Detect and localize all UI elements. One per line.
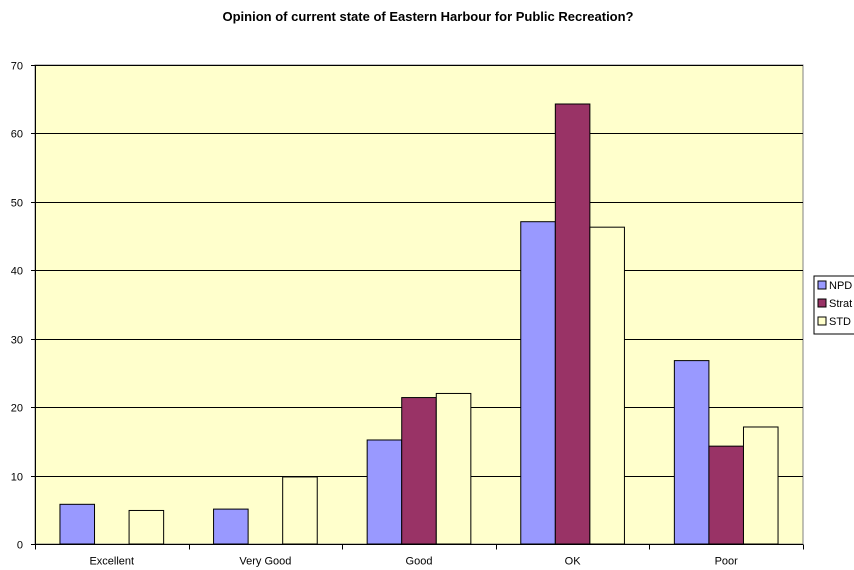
y-tick-label: 20 — [11, 403, 23, 415]
bars — [59, 103, 779, 545]
bar-std-good — [435, 392, 472, 545]
bar-std-excellent — [128, 509, 165, 545]
legend-swatch-npd — [817, 280, 827, 290]
bar-strat-poor — [708, 445, 744, 545]
legend-label-std: STD — [829, 316, 851, 328]
x-tick-label: Good — [406, 556, 433, 568]
y-tick-label: 10 — [11, 472, 23, 484]
x-tick-label: OK — [565, 556, 582, 568]
y-tick-label: 60 — [11, 129, 23, 141]
x-axis: Excellent Very Good Good OK Poor — [35, 544, 804, 568]
chart-title: Opinion of current state of Eastern Harb… — [223, 9, 634, 24]
bar-std-ok — [589, 226, 625, 545]
y-axis: 0 10 20 30 40 50 60 70 — [11, 61, 36, 552]
y-tick-label: 50 — [11, 198, 23, 210]
bar-strat-good — [401, 397, 437, 545]
x-tick-label: Very Good — [239, 556, 291, 568]
legend-label-strat: Strat — [829, 298, 852, 310]
bar-npd-very-good — [213, 508, 249, 545]
bar-std-poor — [742, 426, 779, 545]
bar-npd-poor — [673, 360, 710, 545]
bar-npd-good — [366, 439, 403, 545]
y-tick-label: 70 — [11, 61, 23, 73]
bar-npd-excellent — [59, 503, 96, 545]
legend-swatch-strat — [817, 298, 827, 308]
legend: NPD Strat STD — [813, 275, 854, 335]
legend-swatch-std — [817, 316, 827, 326]
bar-std-very-good — [282, 476, 318, 545]
y-tick-label: 0 — [17, 540, 23, 552]
y-tick-label: 30 — [11, 335, 23, 347]
x-tick-label: Poor — [715, 556, 739, 568]
y-tick-label: 40 — [11, 266, 23, 278]
x-tick-label: Excellent — [89, 556, 134, 568]
legend-label-npd: NPD — [829, 280, 852, 292]
bar-strat-ok — [554, 103, 591, 545]
bar-npd-ok — [520, 221, 556, 545]
